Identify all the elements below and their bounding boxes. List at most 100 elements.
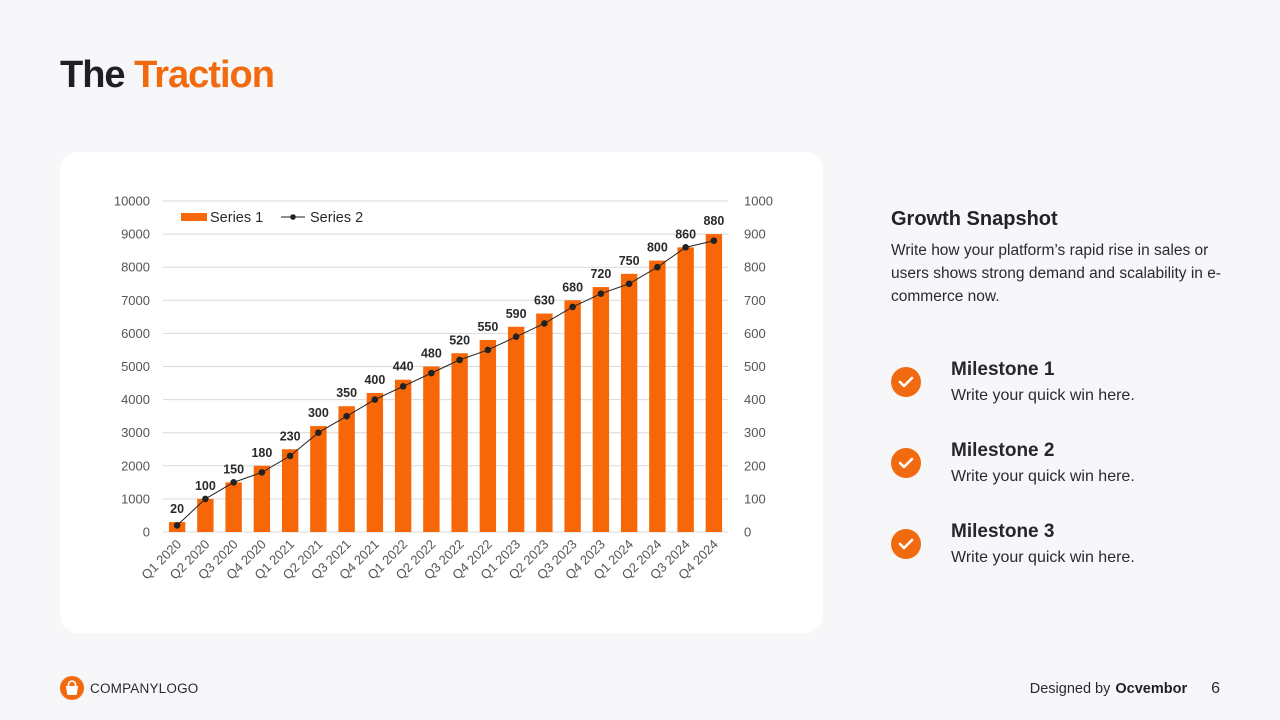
y-tick-label-right: 200 bbox=[744, 458, 766, 473]
y-tick-label-left: 9000 bbox=[121, 227, 150, 242]
growth-snapshot-panel: Growth Snapshot Write how your platform’… bbox=[891, 208, 1231, 308]
legend: Series 1 Series 2 bbox=[181, 210, 363, 226]
y-tick-label-right: 1000 bbox=[744, 194, 773, 209]
data-label: 350 bbox=[336, 386, 357, 400]
legend-label-series-2: Series 2 bbox=[310, 210, 363, 226]
data-label: 300 bbox=[308, 406, 329, 420]
bar bbox=[507, 326, 525, 532]
bar bbox=[564, 300, 581, 532]
series-2-marker bbox=[399, 383, 407, 390]
footer-credits: Designed by Ocvembor 6 bbox=[1030, 680, 1220, 698]
bar bbox=[197, 498, 214, 532]
y-tick-label-left: 8000 bbox=[121, 260, 150, 275]
shopping-bag-icon bbox=[60, 676, 84, 700]
bar-series bbox=[168, 234, 723, 532]
slide-title: The Traction bbox=[60, 54, 275, 97]
milestone-desc: Write your quick win here. bbox=[951, 549, 1135, 566]
bar bbox=[592, 287, 610, 532]
y-tick-label-right: 0 bbox=[744, 525, 751, 540]
series-2-marker bbox=[597, 290, 605, 297]
traction-chart: 0 1000 2000 3000 4000 5000 6000 7000 8000 9000 100… bbox=[114, 194, 773, 583]
bar bbox=[677, 247, 694, 532]
series-2-marker bbox=[202, 495, 209, 503]
line-series bbox=[173, 237, 718, 529]
series-2-marker bbox=[654, 263, 661, 271]
y-tick-label-right: 100 bbox=[744, 491, 766, 506]
data-label: 230 bbox=[280, 429, 301, 443]
bar bbox=[649, 260, 666, 532]
series-2-marker bbox=[512, 333, 520, 341]
growth-snapshot-heading: Growth Snapshot bbox=[891, 208, 1058, 230]
left-y-axis: 0 1000 2000 3000 4000 5000 6000 7000 8000 9000 100… bbox=[114, 194, 150, 540]
y-tick-label-right: 600 bbox=[744, 326, 766, 341]
y-tick-label-right: 700 bbox=[744, 293, 766, 308]
data-label: 720 bbox=[590, 267, 611, 281]
data-label: 550 bbox=[477, 320, 498, 334]
check-circle-icon bbox=[891, 448, 921, 478]
data-label: 800 bbox=[647, 241, 668, 255]
data-label: 880 bbox=[703, 214, 724, 228]
bar bbox=[394, 379, 412, 532]
bar bbox=[338, 406, 355, 532]
data-label: 520 bbox=[449, 333, 470, 347]
page-number: 6 bbox=[1211, 680, 1220, 697]
series-2-line bbox=[176, 240, 714, 526]
milestone-item: Milestone 3 Write your quick win here. bbox=[891, 521, 1251, 587]
milestone-title: Milestone 1 bbox=[951, 359, 1055, 380]
bar bbox=[451, 353, 468, 532]
legend-swatch-series-1 bbox=[181, 213, 207, 221]
bar bbox=[620, 273, 638, 532]
data-label: 400 bbox=[364, 373, 385, 387]
y-tick-label-left: 3000 bbox=[121, 425, 150, 440]
series-2-marker bbox=[428, 369, 435, 377]
data-labels: 20 100 150 180 230 300 350 400 440 480 520 550 590 63… bbox=[170, 214, 724, 516]
data-label: 680 bbox=[562, 280, 583, 294]
y-tick-label-left: 6000 bbox=[121, 326, 150, 341]
y-tick-label-right: 500 bbox=[744, 359, 766, 374]
series-2-marker bbox=[541, 320, 548, 327]
legend-label-series-1: Series 1 bbox=[210, 210, 263, 226]
data-label: 20 bbox=[170, 502, 184, 516]
y-tick-label-left: 4000 bbox=[121, 392, 150, 407]
bar bbox=[479, 340, 497, 532]
y-tick-label-left: 1000 bbox=[121, 491, 150, 506]
bar bbox=[310, 426, 327, 532]
y-tick-label-right: 800 bbox=[744, 260, 766, 275]
milestone-item: Milestone 2 Write your quick win here. bbox=[891, 440, 1251, 506]
milestone-title: Milestone 3 bbox=[951, 521, 1055, 542]
y-tick-label-left: 7000 bbox=[121, 293, 150, 308]
data-label: 180 bbox=[251, 446, 272, 460]
bar bbox=[423, 366, 440, 532]
y-tick-label-left: 2000 bbox=[121, 458, 150, 473]
milestone-desc: Write your quick win here. bbox=[951, 387, 1135, 404]
series-2-marker bbox=[625, 280, 633, 288]
data-label: 590 bbox=[506, 307, 527, 321]
data-label: 480 bbox=[421, 347, 442, 361]
company-logo-text: COMPANYLOGO bbox=[90, 680, 199, 696]
series-2-marker bbox=[315, 429, 322, 437]
growth-snapshot-body: Write how your platform’s rapid rise in … bbox=[891, 242, 1221, 305]
data-label: 860 bbox=[675, 227, 696, 241]
series-2-marker bbox=[710, 237, 718, 245]
bar bbox=[536, 313, 553, 532]
data-label: 440 bbox=[393, 360, 414, 374]
bar bbox=[225, 482, 242, 532]
company-logo: COMPANYLOGO bbox=[60, 676, 198, 700]
milestone-item: Milestone 1 Write your quick win here. bbox=[891, 359, 1251, 425]
y-tick-label-right: 400 bbox=[744, 392, 766, 407]
series-2-marker bbox=[371, 396, 379, 403]
legend-marker-series-2 bbox=[290, 214, 296, 220]
y-tick-label-left: 5000 bbox=[121, 359, 150, 374]
check-circle-icon bbox=[891, 367, 921, 397]
series-2-marker bbox=[230, 479, 237, 486]
title-part-1: The bbox=[60, 54, 126, 96]
chart-card bbox=[60, 152, 823, 633]
series-2-marker bbox=[286, 452, 294, 460]
y-tick-label-left: 10000 bbox=[114, 194, 150, 209]
bar bbox=[705, 234, 723, 532]
data-label: 150 bbox=[223, 462, 244, 476]
bar bbox=[366, 392, 384, 532]
series-2-marker bbox=[682, 244, 689, 251]
y-tick-label-right: 300 bbox=[744, 425, 766, 440]
